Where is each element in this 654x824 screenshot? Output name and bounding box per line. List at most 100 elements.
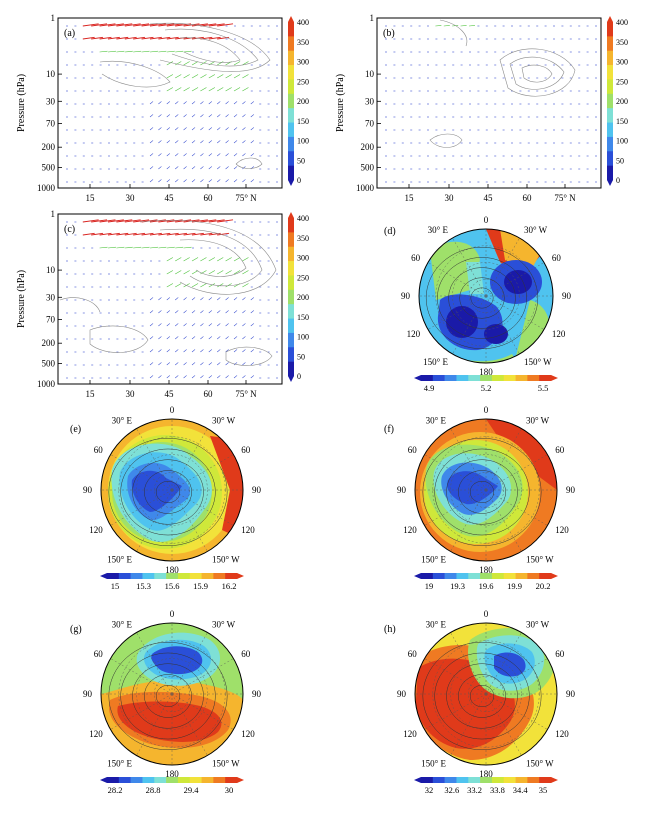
meridian <box>485 295 520 355</box>
colorbar-tick-label: 15.6 <box>165 581 180 591</box>
wind-vector <box>233 179 238 183</box>
wind-vector <box>191 297 196 301</box>
wind-vector <box>242 310 246 314</box>
wind-vector <box>133 50 142 53</box>
wind-vector <box>107 219 124 223</box>
colorbar-arrow-top <box>288 16 294 22</box>
longitude-label: 30° E <box>426 620 447 630</box>
colorbar-tick-label: 15.9 <box>193 581 208 591</box>
longitude-label: 0 <box>170 405 175 415</box>
wind-vector <box>225 74 232 79</box>
panel-a-vectors <box>66 23 278 183</box>
wind-vector <box>116 36 129 40</box>
wind-vector <box>175 246 184 249</box>
longitude-label: 150° E <box>107 758 132 768</box>
panel-g: (g) 0 30° W 60 90 120 150° W 180 150° E 120 90 60 3… <box>70 609 262 795</box>
wind-vector <box>133 232 146 236</box>
wind-vector <box>116 232 129 236</box>
colorbar-swatch <box>189 573 202 579</box>
panel-d-lon-labels: 0 30° W 60 90 120 150° W 180 150° E 120 90 60 30° E <box>401 215 572 377</box>
y-tick-label: 10 <box>365 69 375 79</box>
wind-vector <box>208 375 213 379</box>
panel-c-colorbar: 400 350 300 250 200 150 100 50 0 <box>288 212 309 382</box>
y-tick-label: 30 <box>46 292 56 302</box>
wind-vector <box>158 362 162 366</box>
wind-vector <box>242 101 246 105</box>
longitude-label: 180 <box>479 769 493 779</box>
colorbar-swatch <box>288 232 294 248</box>
panel-d: (d) 0 30° W 60 90 120 150° W 180 150° E 120 90 60 3… <box>384 215 572 393</box>
wind-vector <box>149 310 154 314</box>
longitude-label: 30° W <box>526 416 550 426</box>
contour-line <box>458 674 506 718</box>
colorbar-swatch <box>288 275 294 291</box>
wind-vector <box>225 270 232 275</box>
wind-vector <box>158 246 167 249</box>
panel-b-yticks: 1 10 30 70 200 500 1000 <box>356 13 381 193</box>
colorbar-arrow-left <box>414 777 421 783</box>
wind-vector <box>116 23 133 27</box>
wind-vector <box>183 87 190 92</box>
colorbar-swatch <box>288 79 294 95</box>
colorbar-tick-label: 19 <box>425 581 434 591</box>
panel-g-map-lines <box>101 623 243 765</box>
colorbar-swatch <box>118 777 131 783</box>
wind-vector <box>107 23 124 27</box>
wind-vector <box>166 23 183 27</box>
colorbar-label: 100 <box>297 333 309 342</box>
colorbar-label: 300 <box>616 58 628 67</box>
panel-e-rim <box>100 418 244 562</box>
wind-vector <box>149 323 154 327</box>
wind-vector <box>217 219 234 223</box>
wind-vector <box>217 270 224 275</box>
wind-vector <box>175 310 179 314</box>
longitude-label: 30° E <box>428 225 449 235</box>
contour-line <box>108 437 228 547</box>
wind-vector <box>217 362 221 366</box>
colorbar-swatch <box>607 79 613 95</box>
wind-vector <box>191 153 196 157</box>
panel-f-lon-labels: 0 30° W 60 90 120 150° W 180 150° E 120 90 60 30° E <box>397 405 576 575</box>
contour-line <box>446 663 518 729</box>
colorbar-swatch <box>288 136 294 152</box>
wind-vector <box>242 127 246 131</box>
wind-vector <box>233 310 238 314</box>
wind-vector <box>217 232 230 236</box>
longitude-label: 30° E <box>426 416 447 426</box>
latitude-circle <box>136 658 208 730</box>
wind-vector <box>183 232 196 236</box>
wind-vector <box>191 74 199 79</box>
longitude-label: 150° W <box>212 554 240 564</box>
wind-vector <box>91 219 108 223</box>
wind-vector <box>242 349 246 353</box>
panel-f: (f) 0 30° W 60 90 120 150° W 180 150° E 120 90 60 3… <box>384 405 576 591</box>
wind-vector <box>158 23 175 27</box>
wind-vector <box>158 140 162 144</box>
contour-line <box>422 437 542 547</box>
longitude-label: 120 <box>555 525 569 535</box>
wind-vector <box>242 179 246 183</box>
wind-vector <box>191 310 196 314</box>
wind-vector <box>158 153 162 157</box>
contour-line <box>144 674 192 718</box>
colorbar-swatch <box>142 777 155 783</box>
longitude-label: 0 <box>170 609 175 619</box>
wind-vector <box>233 61 241 66</box>
wind-vector <box>200 101 204 105</box>
panel-e-map-lines <box>101 419 243 561</box>
wind-vector <box>217 375 221 379</box>
colorbar-swatch <box>288 165 294 181</box>
colorbar-label: 0 <box>297 372 301 381</box>
wind-vector <box>225 166 229 170</box>
wind-vector <box>183 114 187 118</box>
wind-vector <box>233 297 238 301</box>
contour-line <box>155 480 181 504</box>
colorbar-swatch <box>288 304 294 319</box>
longitude-label: 90 <box>252 689 262 699</box>
wind-vector <box>166 270 174 275</box>
wind-vector <box>233 166 238 170</box>
wind-vector <box>200 310 204 314</box>
panel-g-label: (g) <box>70 624 82 635</box>
wind-vector <box>191 375 196 379</box>
wind-vector <box>250 336 255 340</box>
